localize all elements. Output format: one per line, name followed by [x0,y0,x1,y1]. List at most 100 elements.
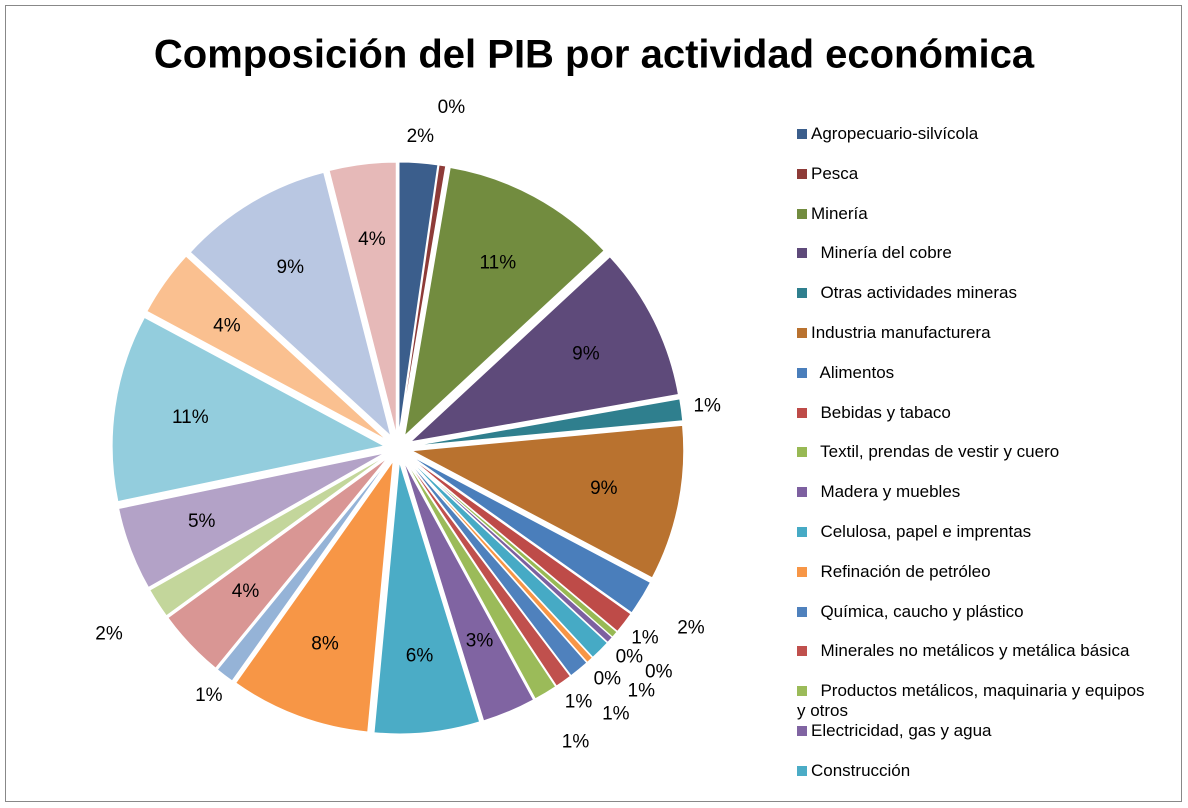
data-label: 4% [213,316,241,337]
legend-label: Minería del cobre [811,243,952,263]
data-label: 1% [602,703,630,724]
legend-label: Refinación de petróleo [811,561,991,581]
pie-slice [408,456,632,633]
legend-entry: Química, caucho y plástico [797,602,1157,622]
data-label: 9% [590,478,618,499]
data-label: 0% [438,97,466,118]
legend-entry: Minería [797,204,1157,224]
data-label: 9% [572,344,600,365]
legend-entry: Textil, prendas de vestir y cuero [797,442,1157,462]
data-label: 0% [645,661,673,682]
data-label: 1% [693,395,721,416]
legend-swatch [797,288,807,299]
pie-slice [407,457,608,658]
legend-label: Electricidad, gas y agua [811,721,992,740]
pie-slice [328,161,397,435]
legend-label: Pesca [811,163,859,183]
legend-entry: Refinación de petróleo [797,562,1157,582]
legend-entry: Minerales no metálicos y metálica básica [797,641,1157,661]
legend-label: Construcción [811,760,911,780]
data-label: 5% [188,511,216,532]
data-label: 2% [407,126,435,147]
legend-label: Minerales no metálicos y metálica básica [811,641,1130,661]
data-label: 8% [311,634,339,655]
pie-slice [406,458,588,677]
legend-label: Productos metálicos, maquinaria y equipo… [797,681,1150,721]
data-label: 11% [479,252,516,273]
legend-label: Celulosa, papel e imprentas [811,522,1032,541]
pie-slice [373,461,481,735]
data-label: 1% [565,691,593,712]
data-label: 6% [406,646,434,667]
data-label: 0% [594,668,622,689]
pie-slice [410,424,685,579]
pie-slice [407,458,594,664]
legend-entry: Madera y muebles [797,482,1157,502]
pie-slice [408,457,614,644]
legend-label: Agropecuario-silvícola [811,124,979,143]
legend-label: Minería [811,203,868,223]
legend-swatch [797,566,807,577]
data-label: 0% [616,646,644,667]
pie-slice [408,256,679,443]
pie-slice [402,460,535,722]
data-label: 1% [195,685,223,706]
data-label: 4% [232,581,260,602]
legend-label: Otras actividades mineras [811,283,1017,303]
legend-label: Textil, prendas de vestir y cuero [811,442,1060,462]
legend-entry: Bebidas y tabaco [797,403,1157,423]
legend-entry: Electricidad, gas y agua [797,721,1157,741]
pie-slice [399,164,447,435]
legend-entry: Minería del cobre [797,243,1157,263]
legend-entry: Productos metálicos, maquinaria y equipo… [797,681,1157,721]
pie-slice [146,255,387,441]
pie-slice [118,452,386,589]
legend-swatch [797,447,807,458]
pie-slice [235,459,394,733]
legend-label: Alimentos [811,362,895,382]
legend-entry: Agropecuario-silvícola [797,124,1157,144]
data-label: 1% [631,628,659,649]
pie-slice [167,457,389,669]
chart-title: Composición del PIB por actividad económ… [154,33,1035,77]
legend-swatch [797,646,807,657]
legend-swatch [797,487,807,498]
legend-swatch [797,686,807,697]
legend-entry: Alimentos [797,363,1157,383]
legend-label: Industria manufacturera [811,323,991,342]
pie-slice [216,458,390,682]
data-label: 2% [95,624,123,645]
legend-swatch [797,367,807,378]
pie-slice [404,459,557,700]
pie-slice [398,161,439,435]
legend-label: Química, caucho y plástico [811,601,1024,621]
legend-swatch [797,208,807,219]
pie-slice [111,316,386,503]
pie-slice [403,166,605,438]
data-label: 3% [466,630,494,651]
legend-label: Bebidas y tabaco [811,402,951,422]
legend-swatch [797,129,807,139]
legend-entry: Pesca [797,164,1157,184]
legend-swatch [797,606,807,617]
legend-entry: Industria manufacturera [797,323,1157,343]
legend-swatch [797,527,807,537]
legend-label: Madera y muebles [811,482,961,502]
pie-slice [411,398,684,447]
data-label: 11% [172,407,209,428]
legend-swatch [797,328,807,338]
legend-swatch [797,407,807,418]
data-label: 1% [562,732,590,753]
data-label: 1% [628,680,656,701]
legend-swatch [797,248,807,259]
data-label: 9% [277,257,305,278]
legend-entry: Celulosa, papel e imprentas [797,522,1157,542]
legend-swatch [797,765,807,776]
legend-entry: Construcción [797,761,1157,781]
pie-slice [189,171,392,438]
data-label: 2% [677,617,705,638]
legend-swatch [797,726,807,736]
pie-slice [149,455,387,617]
